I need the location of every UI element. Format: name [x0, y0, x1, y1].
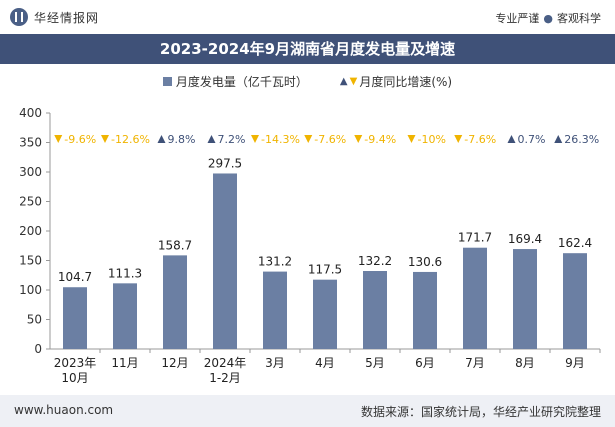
- bar: [463, 247, 487, 349]
- y-tick-label: 50: [27, 313, 42, 327]
- bar-value-label: 111.3: [108, 266, 142, 280]
- y-tick-label: 100: [19, 283, 42, 297]
- x-tick-label: 2024年: [204, 356, 247, 370]
- growth-up-marker: [554, 135, 563, 143]
- growth-label: -9.6%: [64, 133, 96, 146]
- bar: [213, 173, 237, 349]
- x-tick-label: 9月: [565, 356, 585, 370]
- bar-value-label: 171.7: [458, 231, 492, 245]
- bar: [113, 283, 137, 349]
- x-tick-label: 12月: [161, 356, 188, 370]
- y-tick-label: 150: [19, 254, 42, 268]
- x-tick-label: 7月: [465, 356, 485, 370]
- legend-bar-swatch: [162, 76, 172, 86]
- legend-growth-label: 月度同比增速(%): [359, 74, 453, 89]
- growth-up-marker: [157, 135, 166, 143]
- growth-down-marker: [454, 135, 463, 143]
- bar: [63, 287, 87, 349]
- growth-down-marker: [354, 135, 363, 143]
- legend-item-growth: ▲ ▼ 月度同比增速(%): [340, 73, 452, 90]
- footer-source: 数据来源：国家统计局，华经产业研究院整理: [360, 405, 601, 419]
- bar: [413, 271, 437, 349]
- x-tick-label: 10月: [61, 371, 88, 385]
- y-tick-label: 400: [19, 106, 42, 120]
- legend-item-bar: 月度发电量（亿千瓦时）: [162, 73, 308, 90]
- bar-value-label: 130.6: [408, 255, 442, 269]
- dot-icon: ●: [543, 12, 553, 25]
- growth-down-marker: [54, 135, 63, 143]
- growth-down-marker: [251, 135, 259, 143]
- top-bar: 华经情报网 专业严谨 ● 客观科学: [0, 0, 615, 34]
- growth-down-marker: [407, 135, 416, 143]
- growth-label: -14.3%: [261, 133, 300, 146]
- chart-title: 2023-2024年9月湖南省月度发电量及增速: [159, 40, 456, 58]
- triangle-up-icon: ▲: [339, 75, 348, 87]
- x-tick-label: 8月: [515, 356, 535, 370]
- growth-label: -10%: [418, 133, 446, 146]
- bar: [563, 253, 587, 349]
- growth-label: 26.3%: [564, 133, 599, 146]
- bar-value-label: 158.7: [158, 238, 192, 252]
- growth-label: 9.8%: [168, 133, 196, 146]
- y-tick-label: 0: [34, 342, 42, 356]
- footer: [0, 395, 615, 427]
- growth-down-marker: [304, 135, 313, 143]
- x-tick-label: 6月: [415, 356, 435, 370]
- bar-value-label: 104.7: [58, 270, 92, 284]
- title-bar: [0, 34, 615, 64]
- bar-value-label: 117.5: [308, 263, 342, 277]
- growth-down-marker: [101, 135, 109, 143]
- brand-name: 华经情报网: [34, 10, 100, 25]
- legend-bar-label: 月度发电量（亿千瓦时）: [175, 74, 308, 89]
- bar: [163, 255, 187, 349]
- bar: [263, 271, 287, 349]
- bar-value-label: 297.5: [208, 156, 242, 170]
- legend: 月度发电量（亿千瓦时） ▲ ▼ 月度同比增速(%): [0, 72, 615, 90]
- bar-value-label: 131.2: [258, 255, 292, 269]
- growth-label: 0.7%: [518, 133, 546, 146]
- growth-up-marker: [207, 135, 216, 143]
- slogan-left: 专业严谨: [495, 12, 540, 25]
- slogan-right: 客观科学: [557, 12, 601, 25]
- x-tick-label: 5月: [365, 356, 385, 370]
- bar: [363, 271, 387, 349]
- growth-label: -9.4%: [364, 133, 396, 146]
- bar-value-label: 132.2: [358, 254, 392, 268]
- growth-label: -12.6%: [111, 133, 150, 146]
- x-tick-label: 2023年: [54, 356, 97, 370]
- growth-up-marker: [507, 135, 516, 143]
- logo-icon: [10, 8, 28, 26]
- bar-value-label: 169.4: [508, 232, 542, 246]
- growth-label: -7.6%: [314, 133, 346, 146]
- y-tick-label: 250: [19, 195, 42, 209]
- bar: [313, 279, 337, 349]
- footer-website[interactable]: www.huaon.com: [14, 403, 114, 417]
- y-tick-label: 350: [19, 136, 42, 150]
- x-tick-label: 3月: [265, 356, 285, 370]
- bar: [513, 249, 537, 349]
- x-tick-label: 4月: [315, 356, 335, 370]
- brand[interactable]: 华经情报网: [10, 8, 99, 26]
- x-tick-label: 1-2月: [209, 371, 241, 385]
- x-tick-label: 11月: [111, 356, 138, 370]
- bar-value-label: 162.4: [558, 236, 592, 250]
- growth-label: 7.2%: [218, 133, 246, 146]
- y-tick-label: 300: [19, 165, 42, 179]
- y-tick-label: 200: [19, 224, 42, 238]
- triangle-down-icon: ▼: [349, 75, 358, 87]
- slogan: 专业严谨 ● 客观科学: [495, 10, 601, 26]
- growth-label: -7.6%: [464, 133, 496, 146]
